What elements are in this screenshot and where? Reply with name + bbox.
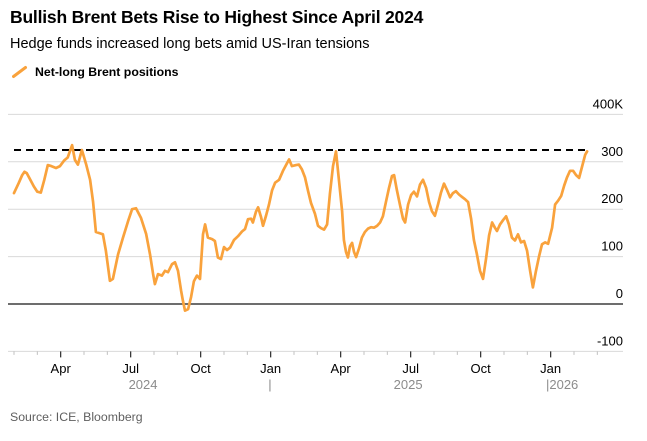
x-month-label: Apr bbox=[51, 361, 72, 376]
y-axis-label-400K: 400K bbox=[593, 96, 624, 111]
line-series-icon bbox=[12, 66, 27, 78]
x-month-label: Jan bbox=[260, 361, 281, 376]
x-year-label: |2026 bbox=[546, 377, 578, 392]
x-month-label: Apr bbox=[331, 361, 352, 376]
net-long-series-line bbox=[12, 143, 589, 312]
y-axis-label-200: 200 bbox=[601, 191, 623, 206]
y-axis-label-300: 300 bbox=[601, 144, 623, 159]
x-year-label: 2025 bbox=[394, 377, 423, 392]
x-year-label: | bbox=[268, 377, 271, 392]
page-title: Bullish Brent Bets Rise to Highest Since… bbox=[10, 7, 424, 27]
x-month-label: Oct bbox=[471, 361, 492, 376]
y-axis-label-0: 0 bbox=[616, 286, 623, 301]
legend: Net-long Brent positions bbox=[12, 65, 178, 79]
x-month-label: Jul bbox=[402, 361, 419, 376]
x-month-label: Oct bbox=[191, 361, 212, 376]
legend-label: Net-long Brent positions bbox=[35, 65, 179, 79]
y-axis-label--100: -100 bbox=[597, 333, 623, 348]
x-year-label: 2024 bbox=[129, 377, 158, 392]
y-axis-label-100: 100 bbox=[601, 239, 623, 254]
chart-subtitle: Hedge funds increased long bets amid US-… bbox=[10, 36, 370, 52]
source-attribution: Source: ICE, Bloomberg bbox=[10, 410, 143, 424]
x-month-label: Jan bbox=[540, 361, 561, 376]
x-month-label: Jul bbox=[122, 361, 139, 376]
